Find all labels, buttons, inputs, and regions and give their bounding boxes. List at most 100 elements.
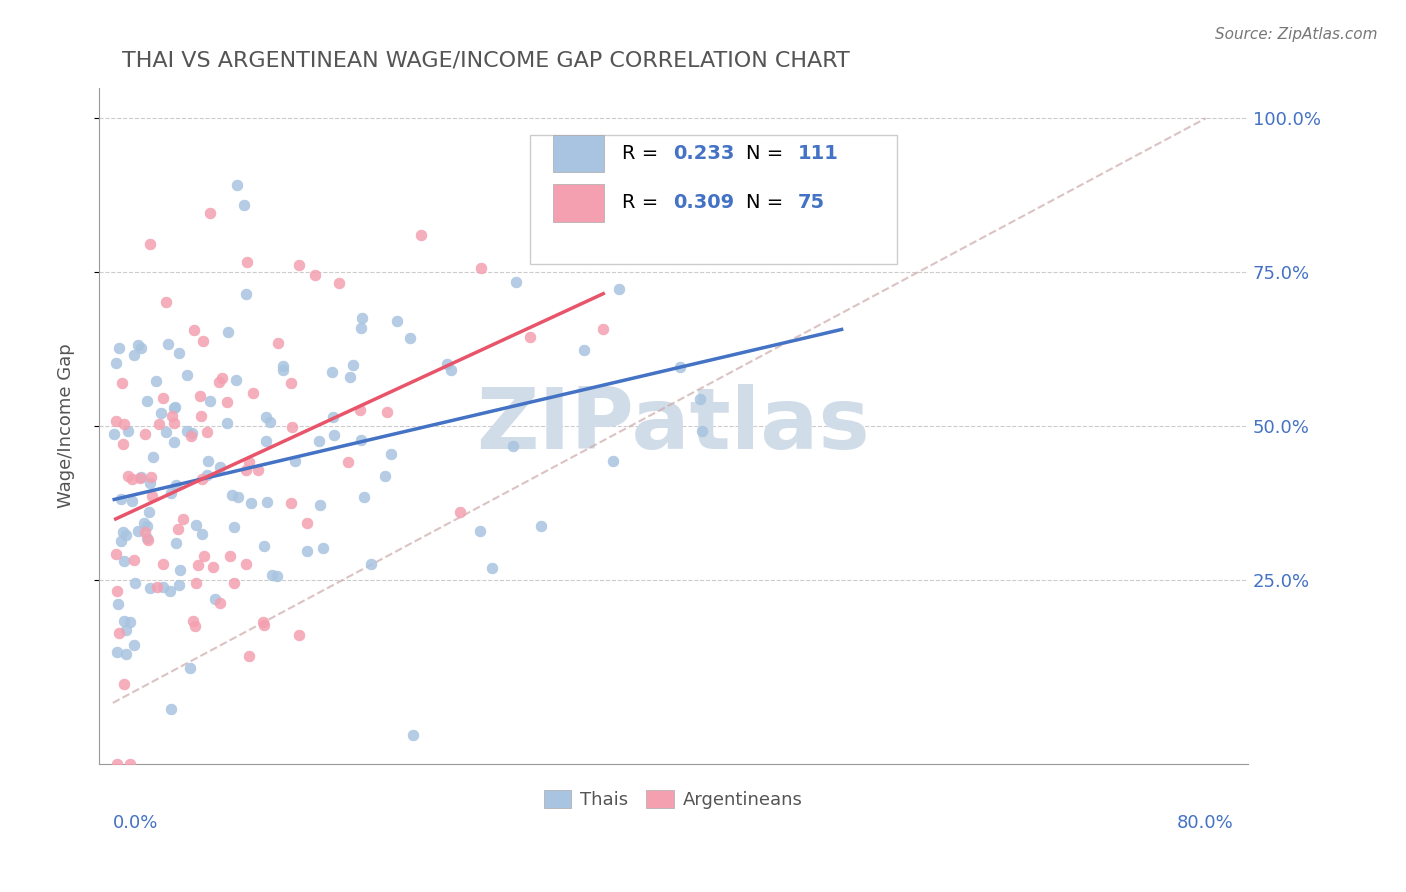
Point [349, 402, 371, 417]
Point [193, 334, 215, 349]
Point [184, 518, 207, 533]
Point [112, 554, 135, 568]
FancyBboxPatch shape [530, 135, 897, 263]
Point [235, 557, 257, 571]
Point [111, 376, 134, 391]
FancyBboxPatch shape [553, 185, 605, 221]
Point [145, 580, 167, 594]
Point [254, 434, 277, 448]
Text: THAI VS ARGENTINEAN WAGE/INCOME GAP CORRELATION CHART: THAI VS ARGENTINEAN WAGE/INCOME GAP CORR… [122, 51, 849, 70]
Point [112, 417, 135, 432]
Point [398, 330, 420, 344]
Point [105, 583, 128, 598]
Point [385, 314, 408, 328]
Point [222, 576, 245, 591]
Point [200, 393, 222, 408]
Text: R =: R = [621, 193, 658, 212]
Text: N =: N = [745, 144, 783, 162]
Point [402, 728, 425, 742]
Point [217, 417, 239, 431]
Point [574, 343, 596, 358]
Point [134, 427, 156, 442]
Point [121, 472, 143, 486]
Point [266, 568, 288, 582]
Point [449, 504, 471, 518]
Point [295, 544, 318, 558]
Point [176, 425, 198, 439]
Point [350, 321, 373, 335]
Point [328, 277, 350, 291]
Point [172, 511, 194, 525]
Point [273, 363, 295, 377]
Point [350, 433, 373, 447]
Point [135, 531, 157, 545]
Text: 111: 111 [797, 144, 838, 162]
Point [127, 524, 149, 539]
Point [209, 459, 232, 474]
Point [111, 436, 134, 450]
Point [190, 527, 212, 541]
Point [353, 490, 375, 504]
Point [295, 516, 318, 530]
Point [375, 404, 398, 418]
Text: R =: R = [621, 144, 658, 162]
Point [323, 428, 346, 442]
Point [253, 618, 276, 632]
Point [118, 757, 141, 772]
Point [374, 469, 396, 483]
Text: ZIPatlas: ZIPatlas [477, 384, 870, 467]
Point [204, 591, 226, 606]
Point [256, 495, 278, 509]
Text: N =: N = [745, 193, 783, 212]
Point [180, 426, 202, 441]
Legend: Thais, Argentineans: Thais, Argentineans [537, 782, 810, 816]
Point [235, 287, 257, 301]
Point [169, 563, 191, 577]
Point [135, 519, 157, 533]
Point [238, 455, 260, 469]
Point [105, 547, 128, 561]
Point [322, 410, 344, 425]
Point [165, 478, 187, 492]
Point [114, 647, 136, 661]
Point [502, 439, 524, 453]
Point [188, 389, 211, 403]
Point [246, 463, 269, 477]
Point [145, 374, 167, 388]
Point [208, 375, 231, 389]
Point [226, 491, 249, 505]
Point [105, 356, 128, 370]
Point [110, 491, 132, 506]
Point [350, 311, 373, 326]
Point [195, 467, 218, 482]
Point [259, 416, 281, 430]
Point [107, 597, 129, 611]
Text: 80.0%: 80.0% [1177, 814, 1234, 831]
Point [321, 365, 343, 379]
Point [831, 241, 853, 255]
Point [152, 391, 174, 405]
Point [104, 414, 127, 428]
Point [308, 498, 330, 512]
Point [166, 523, 188, 537]
Point [112, 676, 135, 690]
Point [165, 536, 187, 550]
Point [184, 576, 207, 591]
Point [103, 427, 125, 442]
Text: 0.0%: 0.0% [112, 814, 159, 831]
Point [235, 463, 257, 477]
Point [252, 615, 274, 629]
Point [530, 519, 553, 533]
Point [238, 648, 260, 663]
Point [380, 447, 402, 461]
Point [284, 454, 307, 468]
Point [150, 406, 173, 420]
Point [225, 373, 247, 387]
Point [163, 416, 186, 430]
Point [138, 505, 160, 519]
Point [217, 325, 239, 339]
Point [226, 178, 249, 192]
Point [136, 533, 159, 547]
Point [221, 488, 243, 502]
Point [481, 560, 503, 574]
